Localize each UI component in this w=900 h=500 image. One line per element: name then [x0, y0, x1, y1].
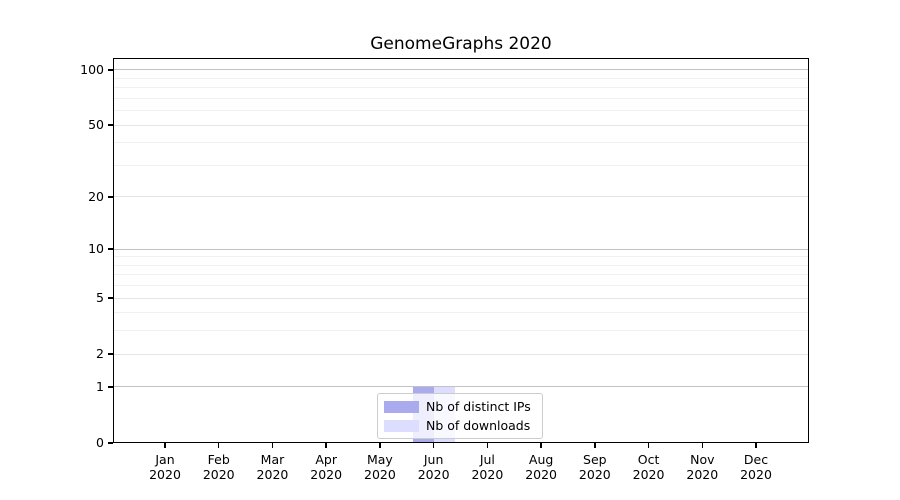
x-tick-sep — [594, 443, 596, 448]
legend-item-downloads: Nb of downloads — [384, 418, 536, 434]
legend: Nb of distinct IPs Nb of downloads — [377, 393, 543, 439]
y-tick-label-100: 100 — [80, 61, 104, 77]
y-tick-label-0: 0 — [96, 435, 104, 450]
x-tick-label-jul: Jul 2020 — [459, 452, 515, 482]
gridline-y-5 — [114, 297, 808, 299]
x-tick-feb — [217, 443, 220, 448]
x-tick-nov — [701, 443, 704, 448]
gridline-y-2 — [114, 353, 808, 355]
x-tick-year-oct: 2020 — [632, 467, 665, 482]
x-tick-mar — [271, 443, 274, 448]
x-tick-label-dec: Dec 2020 — [728, 452, 784, 482]
chart-title: GenomeGraphs 2020 — [370, 34, 552, 54]
legend-label-downloads: Nb of downloads — [426, 417, 531, 433]
x-tick-year-apr: 2020 — [310, 467, 343, 482]
gridline-y-3 — [114, 330, 808, 332]
y-tick-100 — [108, 69, 113, 71]
x-tick-year-nov: 2020 — [686, 467, 719, 482]
gridline-y-40 — [114, 142, 808, 144]
y-tick-10 — [108, 248, 113, 250]
x-tick-jun — [432, 443, 435, 448]
y-tick-label-20: 20 — [88, 188, 104, 204]
x-tick-may — [379, 443, 381, 448]
x-tick-year-dec: 2020 — [740, 467, 772, 482]
gridline-y-70 — [114, 97, 808, 99]
y-tick-1 — [108, 386, 113, 388]
x-tick-year-may: 2020 — [364, 467, 396, 482]
x-tick-year-aug: 2020 — [525, 467, 558, 482]
x-tick-label-aug: Aug 2020 — [513, 452, 569, 482]
gridline-y-50 — [114, 124, 808, 126]
gridline-y-9 — [114, 256, 808, 258]
x-tick-year-mar: 2020 — [256, 467, 289, 482]
legend-item-distinct-ips: Nb of distinct IPs — [384, 399, 536, 415]
y-tick-0 — [108, 442, 113, 444]
legend-label-distinct-ips: Nb of distinct IPs — [426, 398, 531, 414]
gridline-y-4 — [114, 312, 808, 314]
x-tick-aug — [540, 443, 542, 448]
y-tick-label-50: 50 — [88, 117, 104, 133]
gridline-y-1 — [114, 386, 808, 388]
x-tick-year-jan: 2020 — [149, 467, 181, 482]
x-tick-jul — [486, 443, 489, 448]
gridline-y-7 — [114, 274, 808, 276]
x-tick-label-jun: Jun 2020 — [406, 452, 462, 482]
x-tick-year-jun: 2020 — [417, 467, 450, 482]
gridline-y-90 — [114, 77, 808, 79]
x-tick-year-feb: 2020 — [202, 467, 235, 482]
y-tick-50 — [108, 124, 113, 126]
x-tick-dec — [755, 443, 757, 448]
x-tick-oct — [647, 443, 650, 448]
x-tick-year-sep: 2020 — [578, 467, 611, 482]
x-tick-year-jul: 2020 — [471, 467, 504, 482]
x-tick-apr — [325, 443, 327, 448]
y-tick-label-5: 5 — [96, 290, 104, 306]
x-tick-jan — [164, 443, 166, 448]
x-tick-label-may: May 2020 — [352, 452, 408, 482]
x-tick-label-sep: Sep 2020 — [567, 452, 623, 482]
x-tick-label-oct: Oct 2020 — [621, 452, 677, 482]
y-tick-label-10: 10 — [88, 241, 104, 257]
gridline-y-30 — [114, 164, 808, 166]
gridline-y-60 — [114, 110, 808, 112]
gridline-y-8 — [114, 264, 808, 266]
legend-swatch-downloads-icon — [384, 419, 419, 432]
y-tick-label-1: 1 — [96, 378, 104, 394]
y-tick-2 — [108, 353, 113, 355]
y-tick-20 — [108, 196, 113, 198]
gridline-y-20 — [114, 196, 808, 198]
gridline-y-100 — [114, 69, 808, 71]
x-tick-label-feb: Feb 2020 — [191, 452, 247, 482]
x-tick-label-apr: Apr 2020 — [298, 452, 354, 482]
x-tick-label-mar: Mar 2020 — [244, 452, 300, 482]
gridline-y-6 — [114, 285, 808, 287]
plot-frame — [113, 58, 809, 443]
x-tick-label-nov: Nov 2020 — [674, 452, 730, 482]
gridline-y-10 — [114, 248, 808, 250]
legend-swatch-distinct-ips-icon — [384, 400, 419, 413]
x-tick-label-jan: Jan 2020 — [137, 452, 193, 482]
y-tick-label-2: 2 — [96, 346, 104, 362]
y-tick-5 — [108, 297, 113, 299]
gridline-y-80 — [114, 87, 808, 89]
